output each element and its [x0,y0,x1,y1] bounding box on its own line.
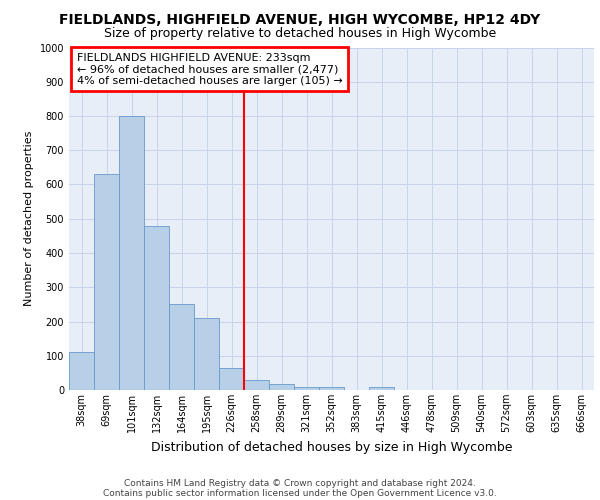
Bar [319,386,344,390]
Text: Contains public sector information licensed under the Open Government Licence v3: Contains public sector information licen… [103,488,497,498]
Bar [369,386,394,390]
Bar [269,384,294,390]
Bar [219,368,244,390]
Bar [169,304,194,390]
Text: Contains HM Land Registry data © Crown copyright and database right 2024.: Contains HM Land Registry data © Crown c… [124,478,476,488]
Bar [144,226,169,390]
Text: FIELDLANDS HIGHFIELD AVENUE: 233sqm
← 96% of detached houses are smaller (2,477): FIELDLANDS HIGHFIELD AVENUE: 233sqm ← 96… [77,52,343,86]
X-axis label: Distribution of detached houses by size in High Wycombe: Distribution of detached houses by size … [151,440,512,454]
Text: FIELDLANDS, HIGHFIELD AVENUE, HIGH WYCOMBE, HP12 4DY: FIELDLANDS, HIGHFIELD AVENUE, HIGH WYCOM… [59,12,541,26]
Y-axis label: Number of detached properties: Number of detached properties [24,131,34,306]
Bar [119,116,144,390]
Bar [94,174,119,390]
Bar [244,380,269,390]
Bar [194,318,219,390]
Bar [294,386,319,390]
Text: Size of property relative to detached houses in High Wycombe: Size of property relative to detached ho… [104,28,496,40]
Bar [69,352,94,390]
